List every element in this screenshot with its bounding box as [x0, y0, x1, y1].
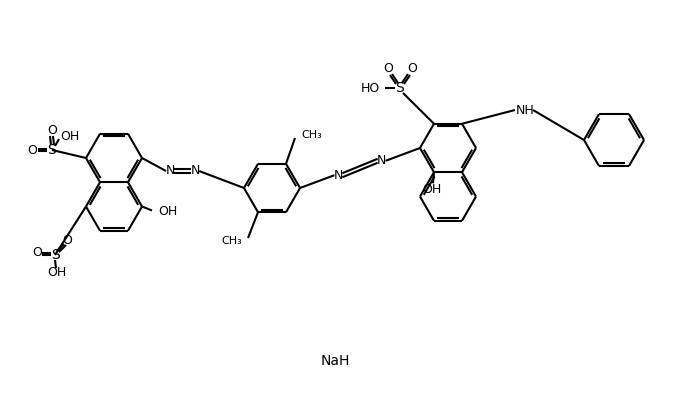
- Text: N: N: [377, 154, 386, 167]
- Text: S: S: [396, 81, 405, 95]
- Text: N: N: [190, 164, 200, 178]
- Text: O: O: [62, 235, 72, 247]
- Text: OH: OH: [48, 267, 67, 279]
- Text: CH₃: CH₃: [221, 236, 242, 246]
- Text: N: N: [165, 164, 175, 178]
- Text: HO: HO: [361, 81, 380, 95]
- Text: O: O: [27, 144, 37, 156]
- Text: O: O: [47, 124, 57, 136]
- Text: O: O: [407, 61, 417, 75]
- Text: S: S: [48, 143, 57, 157]
- Text: OH: OH: [158, 205, 177, 218]
- Text: NaH: NaH: [320, 354, 349, 368]
- Text: O: O: [32, 247, 42, 259]
- Text: OH: OH: [60, 130, 79, 144]
- Text: N: N: [334, 169, 343, 182]
- Text: O: O: [383, 61, 393, 75]
- Text: CH₃: CH₃: [301, 130, 321, 140]
- Text: S: S: [50, 248, 59, 262]
- Text: OH: OH: [422, 183, 441, 196]
- Text: NH: NH: [516, 103, 535, 117]
